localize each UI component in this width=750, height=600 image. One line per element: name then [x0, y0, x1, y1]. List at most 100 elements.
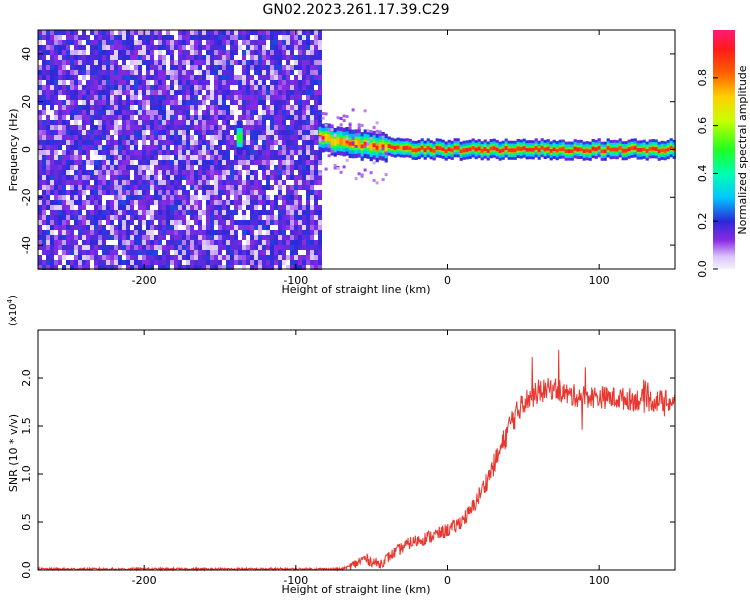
- spectrogram-cell: [86, 160, 90, 165]
- spectrogram-cell: [90, 135, 94, 140]
- spectrogram-cell: [270, 95, 274, 100]
- spectrogram-cell: [58, 225, 62, 230]
- spectrogram-cell: [298, 85, 302, 90]
- spectrogram-cell: [70, 110, 74, 115]
- spectrogram-cell: [110, 50, 114, 55]
- spectrogram-cell: [106, 45, 110, 50]
- spectrogram-cell: [46, 145, 50, 150]
- spectrogram-cell: [242, 190, 246, 195]
- spectrogram-cell: [266, 65, 270, 70]
- spectrogram-cell: [102, 180, 106, 185]
- spectrogram-cell: [158, 150, 162, 155]
- spectrogram-cell: [214, 230, 218, 235]
- spectrogram-cell: [98, 85, 102, 90]
- spectrogram-cell: [298, 50, 302, 55]
- spectrogram-cell: [214, 75, 218, 80]
- spectrogram-cell: [447, 147, 451, 152]
- spectrogram-cell: [74, 90, 78, 95]
- spectrogram-cell: [86, 185, 90, 190]
- spectrogram-cell: [114, 35, 118, 40]
- spectrogram-cell: [246, 225, 250, 230]
- spectrogram-cell: [238, 180, 242, 185]
- spectrogram-cell: [290, 200, 294, 205]
- spectrogram-cell: [66, 235, 70, 240]
- spectrogram-cell: [286, 245, 290, 250]
- spectrogram-cell: [170, 95, 174, 100]
- spectrogram-cell: [178, 175, 182, 180]
- spectrogram-cell: [230, 220, 234, 225]
- spectrogram-cell: [318, 235, 322, 240]
- spectrogram-cell: [290, 115, 294, 120]
- spectrogram-cell: [262, 105, 266, 110]
- spectrogram-cell: [314, 70, 318, 75]
- spectrogram-cell: [78, 170, 82, 175]
- spectrogram-cell: [98, 130, 102, 135]
- spectrogram-cell: [46, 85, 50, 90]
- spectrogram-cell: [298, 95, 302, 100]
- spectrogram-cell: [162, 160, 166, 165]
- spectrogram-cell: [278, 170, 282, 175]
- spectrogram-cell: [126, 30, 130, 35]
- spectrogram-cell: [166, 200, 170, 205]
- spectrogram-cell: [110, 180, 114, 185]
- spectrogram-cell: [150, 120, 154, 125]
- spectrogram-cell: [66, 215, 70, 220]
- spectrogram-cell: [210, 125, 214, 130]
- spectrogram-cell: [218, 240, 222, 245]
- spectrogram-cell: [198, 45, 202, 50]
- spectrogram-cell: [274, 235, 278, 240]
- spectrogram-cell: [372, 143, 376, 148]
- spectrogram-cell: [70, 225, 74, 230]
- spectrogram-cell: [234, 210, 238, 215]
- spectrogram-cell: [274, 250, 278, 255]
- spectrogram-cell: [130, 135, 134, 140]
- spectrogram-cell: [150, 210, 154, 215]
- spectrogram-cell: [182, 70, 186, 75]
- spectrogram-cell: [118, 70, 122, 75]
- spectrogram-cell: [178, 240, 182, 245]
- spectrogram-cell: [170, 200, 174, 205]
- spectrogram-cell: [174, 240, 178, 245]
- spectrogram-cell: [158, 165, 162, 170]
- spectrogram-cell: [266, 180, 270, 185]
- spectrogram-cell: [162, 245, 166, 250]
- spectrogram-cell: [38, 155, 42, 160]
- spectrogram-cell: [210, 195, 214, 200]
- spectrogram-cell: [154, 260, 158, 265]
- spectrogram-cell: [146, 35, 150, 40]
- spectrogram-cell: [78, 80, 82, 85]
- spectrogram-cell: [318, 90, 322, 95]
- spectrogram-cell: [110, 95, 114, 100]
- spectrogram-cell: [238, 35, 242, 40]
- spectrogram-cell: [210, 110, 214, 115]
- spectrogram-cell: [286, 80, 290, 85]
- spectrogram-cell: [134, 110, 138, 115]
- spectrogram-cell: [158, 35, 162, 40]
- spectrogram-cell: [170, 110, 174, 115]
- spectrogram-cell: [222, 50, 226, 55]
- spectrogram-cell: [118, 180, 122, 185]
- spectrogram-cell: [146, 210, 150, 215]
- spectrogram-cell: [270, 255, 274, 260]
- spectrogram-cell: [46, 155, 50, 160]
- spectrogram-cell: [206, 175, 210, 180]
- spectrogram-cell: [282, 255, 286, 260]
- spectrogram-cell: [114, 70, 118, 75]
- spectrogram-cell: [70, 75, 74, 80]
- spectrogram-cell: [138, 255, 142, 260]
- spectrogram-cell: [286, 105, 290, 110]
- spectrogram-cell: [54, 225, 58, 230]
- spectrogram-cell: [134, 50, 138, 55]
- spectrogram-cell: [318, 220, 322, 225]
- spectrogram-cell: [118, 210, 122, 215]
- spectrogram-cell: [318, 70, 322, 75]
- spectrogram-cell: [170, 35, 174, 40]
- spectrogram-xlabel: Height of straight line (km): [281, 283, 430, 296]
- spectrogram-cell: [82, 110, 86, 115]
- spectrogram-cell: [254, 225, 258, 230]
- spectrogram-cell: [106, 170, 110, 175]
- spectrogram-cell: [174, 170, 178, 175]
- spectrogram-cell: [154, 60, 158, 65]
- spectrogram-cell: [110, 150, 114, 155]
- spectrogram-cell: [154, 105, 158, 110]
